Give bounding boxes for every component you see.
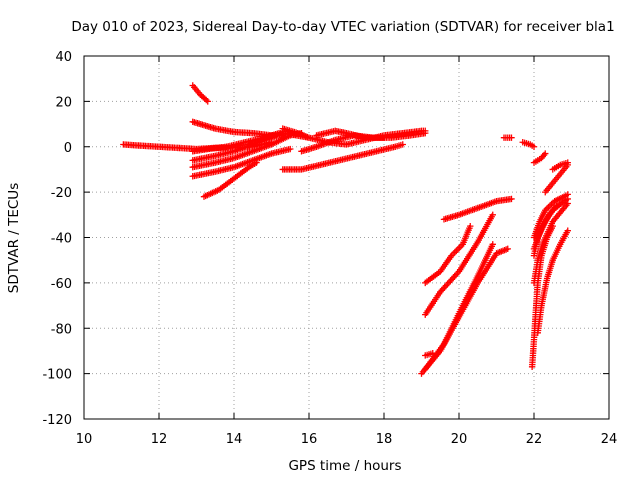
satellite-track bbox=[422, 241, 496, 373]
data-point bbox=[489, 241, 496, 248]
data-point bbox=[508, 195, 515, 203]
x-tick-label: 10 bbox=[76, 432, 93, 447]
satellite-track bbox=[422, 350, 436, 359]
data-point bbox=[380, 134, 388, 141]
data-point bbox=[564, 227, 571, 234]
x-axis-label: GPS time / hours bbox=[288, 458, 401, 474]
satellite-track bbox=[189, 129, 286, 164]
satellite-track bbox=[530, 200, 571, 287]
x-tick-label: 12 bbox=[151, 432, 168, 447]
satellite-track bbox=[500, 134, 515, 141]
data-point bbox=[553, 202, 560, 209]
satellite-track bbox=[530, 202, 560, 253]
data-point bbox=[399, 141, 406, 148]
satellite-track bbox=[189, 82, 211, 105]
data-points bbox=[120, 82, 571, 377]
satellite-track bbox=[279, 141, 406, 173]
data-point bbox=[204, 98, 211, 105]
tick-labels: 10 12 14 16 18 20 22 24 -120 -100 -80 -60 -40 -20 0 20 4… bbox=[42, 50, 617, 447]
data-point bbox=[504, 245, 511, 253]
data-point bbox=[467, 222, 474, 230]
satellite-track bbox=[530, 150, 549, 166]
y-tick-label: -80 bbox=[51, 322, 72, 337]
y-tick-label: -60 bbox=[51, 277, 72, 292]
x-tick-label: 14 bbox=[226, 432, 243, 447]
satellite-track bbox=[313, 127, 388, 141]
plot-frame bbox=[83, 55, 610, 420]
y-tick-label: -20 bbox=[51, 186, 72, 201]
x-tick-label: 22 bbox=[526, 432, 543, 447]
y-axis-label: SDTVAR / TECUs bbox=[6, 183, 22, 293]
data-point bbox=[429, 350, 436, 357]
data-point bbox=[530, 143, 538, 150]
y-tick-label: -40 bbox=[51, 232, 72, 247]
y-tick-label: 0 bbox=[64, 141, 72, 156]
data-point bbox=[564, 191, 571, 198]
x-tick-label: 18 bbox=[376, 432, 393, 447]
data-point bbox=[422, 129, 429, 137]
satellite-track bbox=[422, 222, 474, 287]
grid bbox=[84, 56, 609, 419]
satellite-track bbox=[422, 211, 496, 318]
satellite-track bbox=[200, 159, 260, 200]
x-tick-label: 16 bbox=[301, 432, 318, 447]
y-tick-label: 20 bbox=[55, 95, 72, 110]
satellite-track bbox=[519, 139, 538, 150]
satellite-track bbox=[542, 161, 571, 196]
satellite-track bbox=[534, 227, 571, 336]
data-point bbox=[253, 159, 260, 166]
data-point bbox=[542, 150, 549, 157]
satellite-track bbox=[440, 195, 515, 223]
satellite-track bbox=[189, 145, 294, 180]
y-tick-label: -120 bbox=[42, 413, 72, 428]
data-point bbox=[508, 134, 515, 141]
data-point bbox=[489, 211, 496, 219]
satellite-track bbox=[549, 159, 571, 173]
data-point bbox=[564, 159, 571, 166]
x-tick-label: 20 bbox=[451, 432, 468, 447]
y-tick-label: -100 bbox=[42, 368, 72, 383]
x-tick-label: 24 bbox=[601, 432, 618, 447]
satellite-track bbox=[530, 191, 571, 241]
chart-title: Day 010 of 2023, Sidereal Day-to-day VTE… bbox=[71, 19, 614, 35]
y-tick-label: 40 bbox=[55, 50, 72, 65]
data-point bbox=[287, 145, 294, 153]
